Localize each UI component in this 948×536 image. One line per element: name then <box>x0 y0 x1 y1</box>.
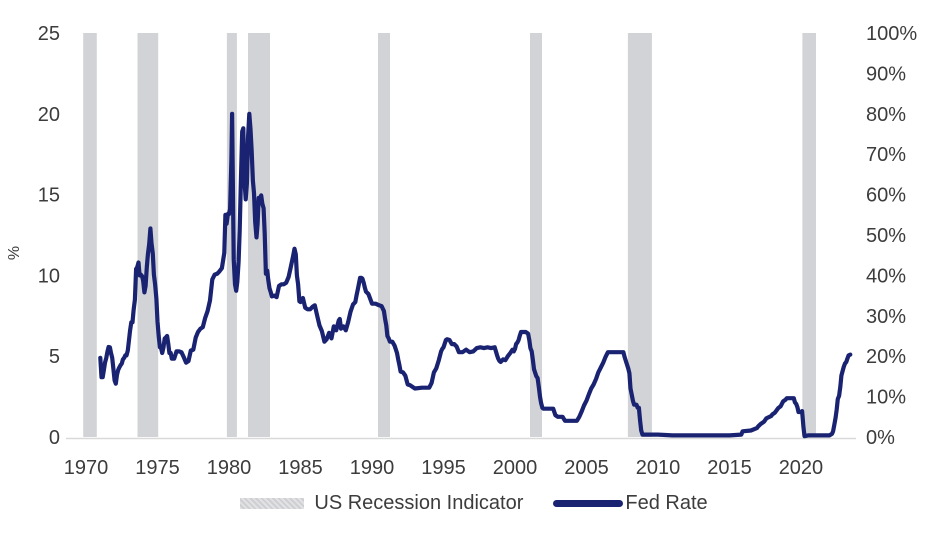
y-axis-right-tick-label: 50% <box>866 225 906 247</box>
x-axis-tick-label: 1975 <box>135 457 180 479</box>
y-axis-left-tick-label: 15 <box>38 185 60 207</box>
recession-band <box>627 33 652 437</box>
fed-rate-legend-label: Fed Rate <box>625 492 708 514</box>
recession-band <box>248 33 270 437</box>
legend: US Recession Indicator Fed Rate <box>0 492 948 515</box>
y-axis-right-tick-label: 100% <box>866 23 917 45</box>
x-axis-tick-label: 2000 <box>493 457 538 479</box>
y-axis-right-tick-label: 70% <box>866 144 906 166</box>
recession-band <box>802 33 816 437</box>
y-axis-right-tick-label: 10% <box>866 387 906 409</box>
y-axis-left-tick-label: 5 <box>49 346 60 368</box>
recession-band-legend-label: US Recession Indicator <box>314 492 524 514</box>
x-axis-tick-label: 1995 <box>421 457 466 479</box>
recession-band <box>83 33 97 437</box>
y-axis-left-tick-label: 10 <box>38 265 60 287</box>
y-axis-right-tick-label: 20% <box>866 346 906 368</box>
y-axis-left-tick-label: 25 <box>38 23 60 45</box>
y-axis-left-tick-label: 20 <box>38 104 60 126</box>
y-axis-right-tick-label: 0% <box>866 427 895 449</box>
y-axis-title: % <box>6 245 24 261</box>
x-axis-tick-label: 1990 <box>350 457 395 479</box>
y-axis-right-tick-label: 90% <box>866 63 906 85</box>
y-axis-left-tick-label: 0 <box>49 427 60 449</box>
x-axis-tick-label: 2010 <box>636 457 681 479</box>
x-axis-tick-label: 1970 <box>64 457 109 479</box>
x-axis-tick-label: 2020 <box>779 457 824 479</box>
x-axis-tick-label: 2005 <box>564 457 609 479</box>
y-axis-right-tick-label: 60% <box>866 185 906 207</box>
x-axis-tick-label: 1980 <box>207 457 252 479</box>
recession-band <box>530 33 542 437</box>
recession-band <box>378 33 390 437</box>
fed-rate-line <box>98 111 853 439</box>
x-axis-tick-label: 2015 <box>707 457 752 479</box>
plot-area: 0 5 10 15 20 25 0% 10% 20% 30% 40% 50% 60% 70% 80% 90% 1… <box>38 23 918 479</box>
x-axis-tick-label: 1985 <box>278 457 323 479</box>
y-axis-right-tick-label: 40% <box>866 265 906 287</box>
recession-band-legend-swatch <box>240 498 305 509</box>
fed-rate-legend-swatch <box>553 500 624 507</box>
y-axis-right-tick-label: 80% <box>866 104 906 126</box>
y-axis-right-tick-label: 30% <box>866 306 906 328</box>
